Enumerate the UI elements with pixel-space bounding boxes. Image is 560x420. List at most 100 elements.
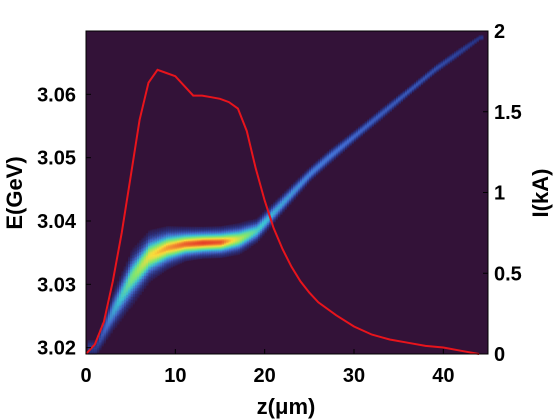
density-cell xyxy=(145,257,149,259)
density-cell xyxy=(172,264,176,266)
density-cell xyxy=(270,215,274,217)
density-cell xyxy=(130,271,133,274)
density-cell xyxy=(148,255,151,258)
density-cell xyxy=(237,230,241,232)
density-cell xyxy=(286,191,290,193)
density-cell xyxy=(112,326,115,328)
density-cell xyxy=(244,221,247,223)
density-cell xyxy=(346,142,350,143)
density-cell xyxy=(346,139,350,140)
density-cell xyxy=(395,96,399,98)
density-cell xyxy=(208,239,212,241)
density-cell xyxy=(188,226,191,228)
density-cell xyxy=(206,248,209,251)
density-cell xyxy=(337,152,341,154)
density-cell xyxy=(150,272,153,274)
density-cell xyxy=(145,279,149,282)
density-cell xyxy=(165,249,169,252)
density-cell xyxy=(331,154,334,156)
density-cell xyxy=(302,178,305,180)
density-cell xyxy=(308,174,312,176)
density-cell xyxy=(136,253,140,255)
density-cell xyxy=(121,307,124,310)
density-cell xyxy=(194,257,198,259)
density-cell xyxy=(215,228,218,231)
density-cell xyxy=(409,85,413,87)
density-cell xyxy=(217,239,220,242)
density-cell xyxy=(188,257,191,259)
density-cell xyxy=(127,276,131,278)
density-cell xyxy=(253,229,256,231)
density-cell xyxy=(404,90,408,91)
density-cell xyxy=(130,302,133,305)
density-cell xyxy=(177,243,180,246)
density-cell xyxy=(134,294,138,297)
density-cell xyxy=(313,162,316,164)
density-cell xyxy=(355,129,359,131)
density-cell xyxy=(165,232,169,234)
density-cell xyxy=(174,242,178,244)
density-cell xyxy=(217,249,220,251)
density-cell xyxy=(125,291,129,294)
density-cell xyxy=(284,193,287,195)
density-cell xyxy=(107,308,111,310)
density-cell xyxy=(313,168,316,170)
density-cell xyxy=(353,131,357,133)
density-cell xyxy=(170,243,174,246)
density-cell xyxy=(380,117,383,119)
density-cell xyxy=(208,231,212,233)
density-cell xyxy=(215,248,218,250)
density-cell xyxy=(224,227,227,230)
density-cell xyxy=(159,267,162,270)
density-cell xyxy=(145,234,149,237)
density-cell xyxy=(422,81,426,83)
density-cell xyxy=(208,252,212,255)
density-cell xyxy=(311,176,314,178)
density-cell xyxy=(304,184,308,186)
density-cell xyxy=(284,200,287,202)
density-cell xyxy=(369,117,372,119)
density-cell xyxy=(235,254,238,256)
density-cell xyxy=(313,169,316,171)
density-cell xyxy=(192,248,196,250)
density-cell xyxy=(186,240,189,242)
density-cell xyxy=(192,227,196,229)
density-cell xyxy=(264,217,267,219)
density-cell xyxy=(210,246,214,249)
density-cell xyxy=(349,144,352,145)
density-cell xyxy=(123,313,127,316)
density-cell xyxy=(103,330,107,333)
density-cell xyxy=(168,230,171,233)
density-cell xyxy=(154,237,158,240)
density-cell xyxy=(230,225,234,227)
density-cell xyxy=(402,92,406,93)
density-cell xyxy=(181,232,185,234)
density-cell xyxy=(194,252,198,254)
density-cell xyxy=(161,252,165,255)
density-cell xyxy=(284,204,287,206)
density-cell xyxy=(174,257,178,260)
density-cell xyxy=(228,239,232,241)
density-cell xyxy=(418,86,421,87)
density-cell xyxy=(320,167,323,169)
density-cell xyxy=(210,250,214,252)
density-cell xyxy=(335,149,339,151)
density-cell xyxy=(420,76,424,77)
density-cell xyxy=(199,244,203,247)
density-cell xyxy=(139,240,142,243)
density-cell xyxy=(136,282,140,285)
density-cell xyxy=(273,204,276,206)
density-cell xyxy=(199,235,203,237)
density-cell xyxy=(197,255,200,257)
density-cell xyxy=(297,179,301,181)
density-cell xyxy=(342,139,346,140)
density-cell xyxy=(333,147,337,149)
density-cell xyxy=(221,244,225,246)
density-cell xyxy=(224,239,227,241)
density-cell xyxy=(98,338,102,340)
density-cell xyxy=(322,162,325,164)
density-cell xyxy=(127,267,131,269)
density-cell xyxy=(152,230,156,233)
density-cell xyxy=(168,245,171,248)
density-cell xyxy=(253,239,256,241)
